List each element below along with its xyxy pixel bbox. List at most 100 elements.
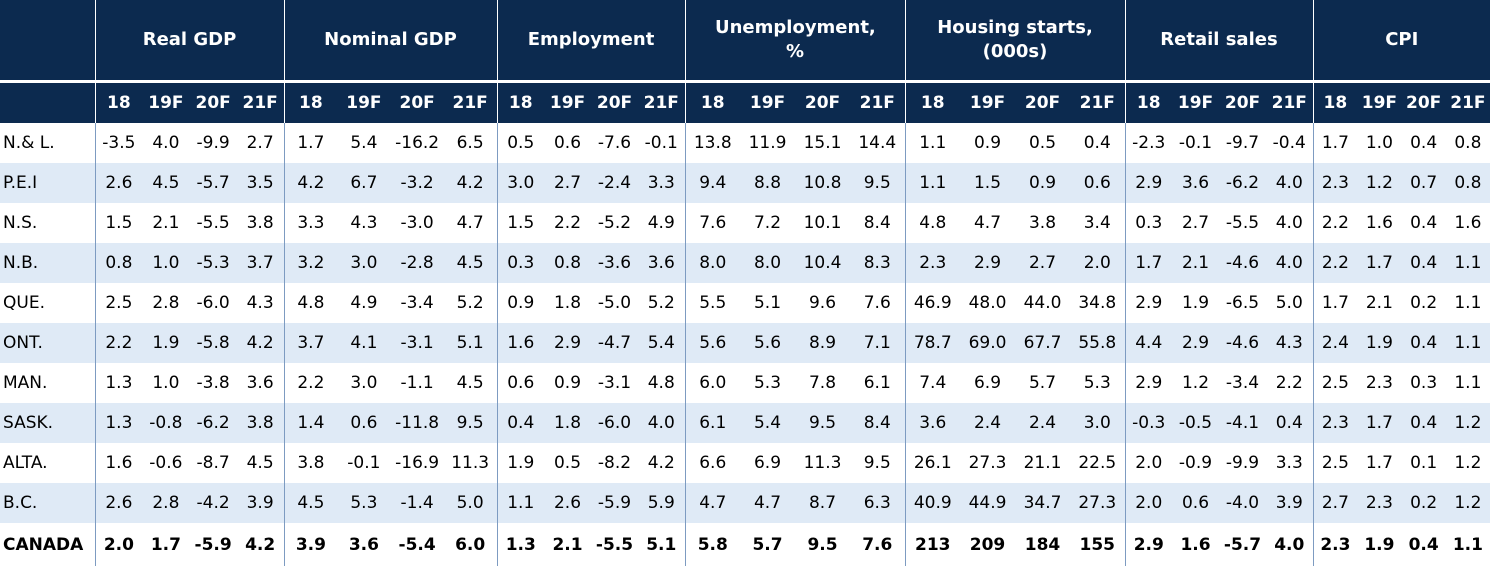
cell: -5.5 (1225, 213, 1260, 233)
table-row: SASK. 1.3 -0.8 -6.2 3.8 1.4 0.6 -11.8 9.5 0.4 1.8-… (0, 403, 1490, 443)
cell: 2.2 (1312, 203, 1358, 243)
cell: 2.2 (1312, 243, 1358, 283)
row-label: N.B. (0, 243, 95, 283)
cell: 4.2 (647, 453, 675, 473)
cell: 1.2 (1454, 453, 1482, 473)
cell: 5.3 (337, 483, 391, 523)
cell: -3.1 (597, 373, 632, 393)
cell: 13.8 (684, 123, 740, 163)
cell: 5.8 (684, 523, 740, 566)
cell: 5.0 (443, 483, 497, 523)
cell: 4.5 (142, 163, 190, 203)
year-header: 20F (390, 81, 444, 123)
cell: -5.0 (597, 293, 632, 313)
cell: 0.4 (1401, 403, 1446, 443)
cell: 1.9 (1181, 293, 1210, 313)
cell: 5.6 (684, 323, 740, 363)
cell: 0.4 (1401, 243, 1446, 283)
cell: 1.8 (553, 293, 582, 313)
cell: 2.3 (1365, 373, 1393, 393)
cell: 4.2 (245, 535, 276, 555)
cell: 3.9 (1266, 483, 1313, 523)
cell: 1.6 (1454, 213, 1482, 233)
cell: -9.9 (1225, 453, 1260, 473)
cell: 3.9 (236, 483, 284, 523)
cell: 10.8 (795, 163, 850, 203)
cell: -4.2 (189, 483, 237, 523)
cell: 7.6 (862, 535, 893, 555)
year-header: 21F (1445, 81, 1490, 123)
cell: 5.1 (646, 535, 677, 555)
cell: -0.5 (1172, 403, 1219, 443)
cell: 2.2 (283, 363, 338, 403)
year-header: 19F (1357, 81, 1402, 123)
cell: -11.8 (390, 403, 444, 443)
cell: 0.5 (496, 123, 544, 163)
cell: 1.7 (1357, 403, 1402, 443)
cell: 2.9 (1172, 323, 1219, 363)
cell: 1.1 (904, 123, 960, 163)
row-label: N.& L. (3, 133, 55, 153)
cell: 4.5 (283, 483, 338, 523)
cell: 1.2 (1181, 373, 1210, 393)
cell: 4.0 (638, 403, 685, 443)
cell: 4.5 (456, 373, 484, 393)
cell: -5.8 (189, 323, 237, 363)
cell: 4.2 (283, 163, 338, 203)
cell: 6.0 (684, 363, 740, 403)
cell: 4.1 (337, 323, 391, 363)
cell: 6.1 (863, 373, 891, 393)
group-header: Nominal GDP (283, 0, 497, 83)
cell: 1.7 (1357, 243, 1402, 283)
table-body: N.& L. -3.5 4.0 -9.9 2.7 1.7 5.4 -16.2 6.5 0.5 0.6… (0, 123, 1490, 566)
cell: 3.0 (496, 163, 544, 203)
cell: -5.7 (1223, 535, 1262, 555)
cell: 8.8 (740, 163, 795, 203)
cell: 7.2 (753, 213, 782, 233)
year-header: 20F (1219, 81, 1266, 123)
cell: 0.3 (496, 243, 544, 283)
cell: 9.6 (808, 293, 837, 313)
cell: 5.1 (753, 293, 782, 313)
cell: 184 (1024, 535, 1061, 555)
cell: -3.2 (390, 163, 444, 203)
cell: -9.9 (196, 133, 230, 153)
year-header: 20F (189, 81, 237, 123)
cell: 1.7 (1312, 123, 1358, 163)
cell: 0.1 (1410, 453, 1438, 473)
cell: 8.4 (850, 403, 905, 443)
cell: -5.5 (196, 213, 230, 233)
cell: 5.6 (740, 323, 795, 363)
cell: 0.4 (1410, 213, 1438, 233)
cell: 2.4 (960, 403, 1015, 443)
cell: 2.2 (94, 323, 143, 363)
cell: 3.8 (246, 213, 274, 233)
cell: 0.8 (94, 243, 143, 283)
cell: 2.1 (1172, 243, 1219, 283)
cell: 4.7 (684, 483, 740, 523)
cell: 5.4 (350, 133, 378, 153)
cell: 4.9 (350, 293, 378, 313)
row-label: N.S. (3, 213, 38, 233)
cell: 4.5 (443, 243, 497, 283)
row-label: QUE. (3, 293, 45, 313)
cell: -3.4 (1225, 373, 1260, 393)
cell: 2.9 (960, 243, 1015, 283)
cell: 2.9 (544, 323, 591, 363)
cell: 2.0 (1124, 483, 1172, 523)
cell: 3.7 (236, 243, 284, 283)
cell: 0.5 (1028, 133, 1057, 153)
cell: 0.6 (1172, 483, 1219, 523)
cell: 4.3 (246, 293, 274, 313)
cell: 6.5 (456, 133, 484, 153)
cell: 46.9 (904, 283, 960, 323)
cell: 1.6 (94, 443, 143, 483)
row-label: P.E.I (0, 163, 95, 203)
cell: 3.8 (283, 443, 338, 483)
group-header: Unemployment, % (684, 0, 905, 83)
cell: 2.1 (1365, 293, 1393, 313)
cell: -5.4 (398, 535, 436, 555)
cell: 2.3 (1312, 163, 1358, 203)
year-header: 18 (904, 81, 960, 123)
